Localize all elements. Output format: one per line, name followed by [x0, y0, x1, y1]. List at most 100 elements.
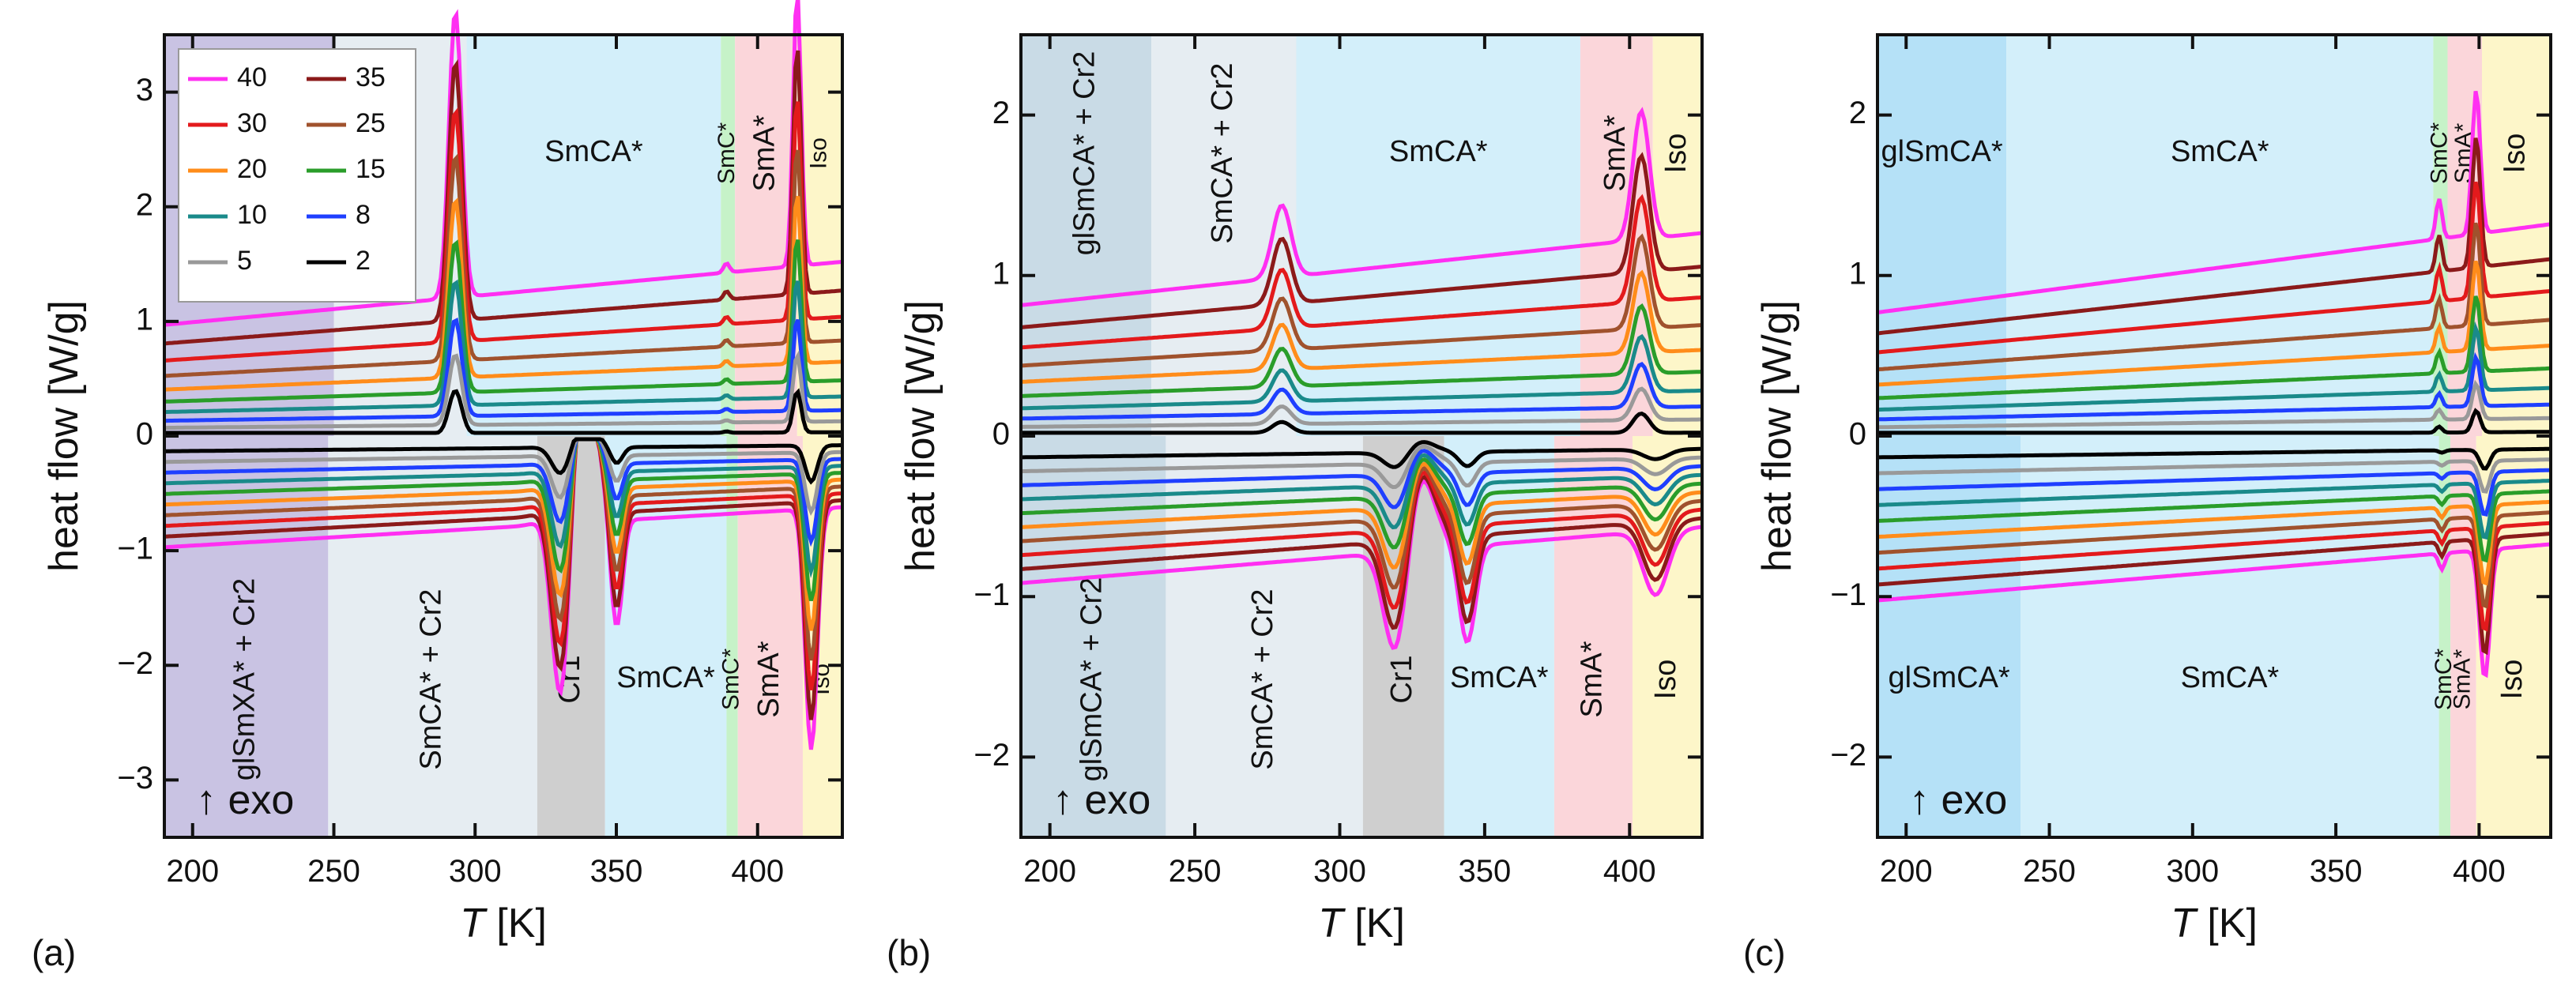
legend-box	[178, 48, 416, 303]
heating-region-label-5: Iso	[805, 137, 831, 169]
cooling-curve-25	[164, 437, 843, 661]
heating-region-label-2: SmCA*	[1389, 135, 1488, 168]
heating-curve-20	[164, 195, 843, 392]
y-axis-label: heat flow [W/g]	[898, 300, 943, 572]
heating-region-label-3: SmA*	[1599, 115, 1632, 191]
heating-curve-15	[1020, 303, 1703, 398]
heating-region-label-4: Iso	[1659, 133, 1693, 174]
cooling-curve-15	[1877, 489, 2552, 563]
y-tick-label: 0	[992, 417, 1010, 452]
cooling-curve-5	[1020, 444, 1703, 490]
heating-curve-40	[1020, 107, 1703, 307]
legend-entry-20: 20	[237, 154, 267, 184]
heating-region-label-3: SmC*	[714, 122, 740, 185]
legend-entry-35: 35	[356, 62, 386, 92]
heating-curve-2	[164, 388, 842, 435]
cooling-curve-35	[164, 437, 843, 720]
cooling-curve-15	[164, 437, 843, 602]
cooling-region-0	[1021, 436, 1166, 837]
cooling-region-label-3: SmCA*	[616, 661, 715, 694]
cooling-curve-10	[164, 437, 843, 578]
heating-curve-10	[164, 279, 842, 415]
cooling-curve-35	[1877, 532, 2552, 656]
cooling-region-label-5: SmA*	[752, 641, 785, 717]
heating-region-label-2: SmC*	[2426, 122, 2452, 185]
y-tick-label: 0	[1849, 417, 1866, 452]
cooling-region-4	[726, 436, 738, 837]
cooling-curve-25	[1877, 510, 2552, 609]
cooling-curve-8	[164, 437, 843, 547]
cooling-region-label-4: SmA*	[1575, 641, 1608, 717]
y-axis-label: heat flow [W/g]	[41, 300, 87, 572]
cooling-curve-20	[1877, 499, 2552, 586]
legend-entry-15: 15	[356, 154, 386, 184]
cooling-region-label-0: glSmCA* + Cr2	[1075, 577, 1109, 782]
heating-curve-10	[1020, 333, 1703, 411]
heating-curve-10	[1877, 321, 2552, 412]
cooling-region-label-2: Cr1	[1385, 655, 1418, 703]
heating-curve-8	[1877, 352, 2551, 422]
y-tick-label: 2	[136, 187, 153, 222]
cooling-curve-30	[1877, 521, 2552, 632]
heating-curve-30	[1877, 181, 2552, 355]
heating-curve-25	[1020, 233, 1703, 368]
y-tick-label: 0	[136, 417, 153, 452]
x-tick-label: 400	[2453, 854, 2506, 889]
heating-region-label-4: Iso	[2499, 133, 2532, 174]
x-tick-label: 400	[731, 854, 784, 889]
panel-tag: (b)	[887, 932, 931, 973]
cooling-region-label-4: SmC*	[717, 649, 744, 711]
heating-curve-25	[1877, 222, 2552, 372]
heating-region-4	[2481, 35, 2551, 436]
heating-region-2	[1296, 35, 1580, 436]
heating-curve-8	[1020, 361, 1702, 421]
heating-curve-5	[1877, 379, 2552, 430]
heating-region-1	[2006, 35, 2434, 436]
x-tick-label: 300	[1313, 854, 1366, 889]
cooling-region-4	[1554, 436, 1633, 837]
heating-region-0	[1877, 35, 2007, 436]
cooling-curve-15	[1020, 457, 1703, 550]
cooling-curve-40	[1020, 479, 1703, 650]
x-axis-label: T [K]	[2171, 901, 2258, 946]
cooling-region-3	[2450, 436, 2476, 837]
y-tick-label: 1	[136, 302, 153, 337]
heating-region-3	[721, 35, 736, 436]
legend-entry-5: 5	[237, 246, 252, 276]
heating-curve-5	[164, 350, 843, 431]
heating-curve-8	[164, 317, 843, 423]
y-tick-label: −3	[117, 761, 153, 795]
x-tick-label: 250	[2023, 854, 2076, 889]
heating-curve-15	[164, 239, 843, 404]
panel-tag: (a)	[32, 932, 76, 973]
panel-2: glSmCA* + Cr2 SmCA* + Cr2 SmCA* SmA* Iso glSm…	[887, 33, 1704, 973]
x-tick-label: 350	[1459, 854, 1512, 889]
y-tick-label: −1	[1830, 577, 1866, 612]
cooling-curve-10	[1877, 479, 2552, 540]
heating-curve-35	[164, 50, 843, 346]
x-tick-label: 400	[1603, 854, 1656, 889]
cooling-curve-20	[164, 437, 843, 631]
cooling-region-label-5: Iso	[1649, 660, 1682, 700]
heating-curve-35	[1877, 137, 2552, 336]
cooling-curve-2	[164, 437, 842, 485]
heating-curve-30	[1020, 194, 1703, 350]
cooling-region-label-3: SmCA*	[1450, 661, 1549, 694]
cooling-curve-8	[1020, 449, 1703, 510]
y-tick-label: 2	[1849, 96, 1866, 130]
cooling-curve-20	[1020, 461, 1703, 570]
cooling-curve-10	[1020, 453, 1703, 530]
y-tick-label: −1	[974, 577, 1010, 612]
heating-region-label-4: SmA*	[748, 115, 781, 191]
cooling-region-label-2: SmC*	[2431, 649, 2457, 711]
exo-label: ↑ exo	[1053, 777, 1151, 823]
x-tick-label: 300	[449, 854, 502, 889]
x-tick-label: 200	[1023, 854, 1076, 889]
cooling-region-1	[2021, 436, 2439, 837]
y-tick-label: 2	[992, 96, 1010, 130]
cooling-region-label-1: SmCA*	[2181, 661, 2280, 694]
cooling-curve-8	[1877, 468, 2552, 517]
x-tick-label: 250	[1169, 854, 1222, 889]
cooling-curve-35	[1020, 475, 1703, 630]
heating-curve-5	[1021, 386, 1702, 429]
